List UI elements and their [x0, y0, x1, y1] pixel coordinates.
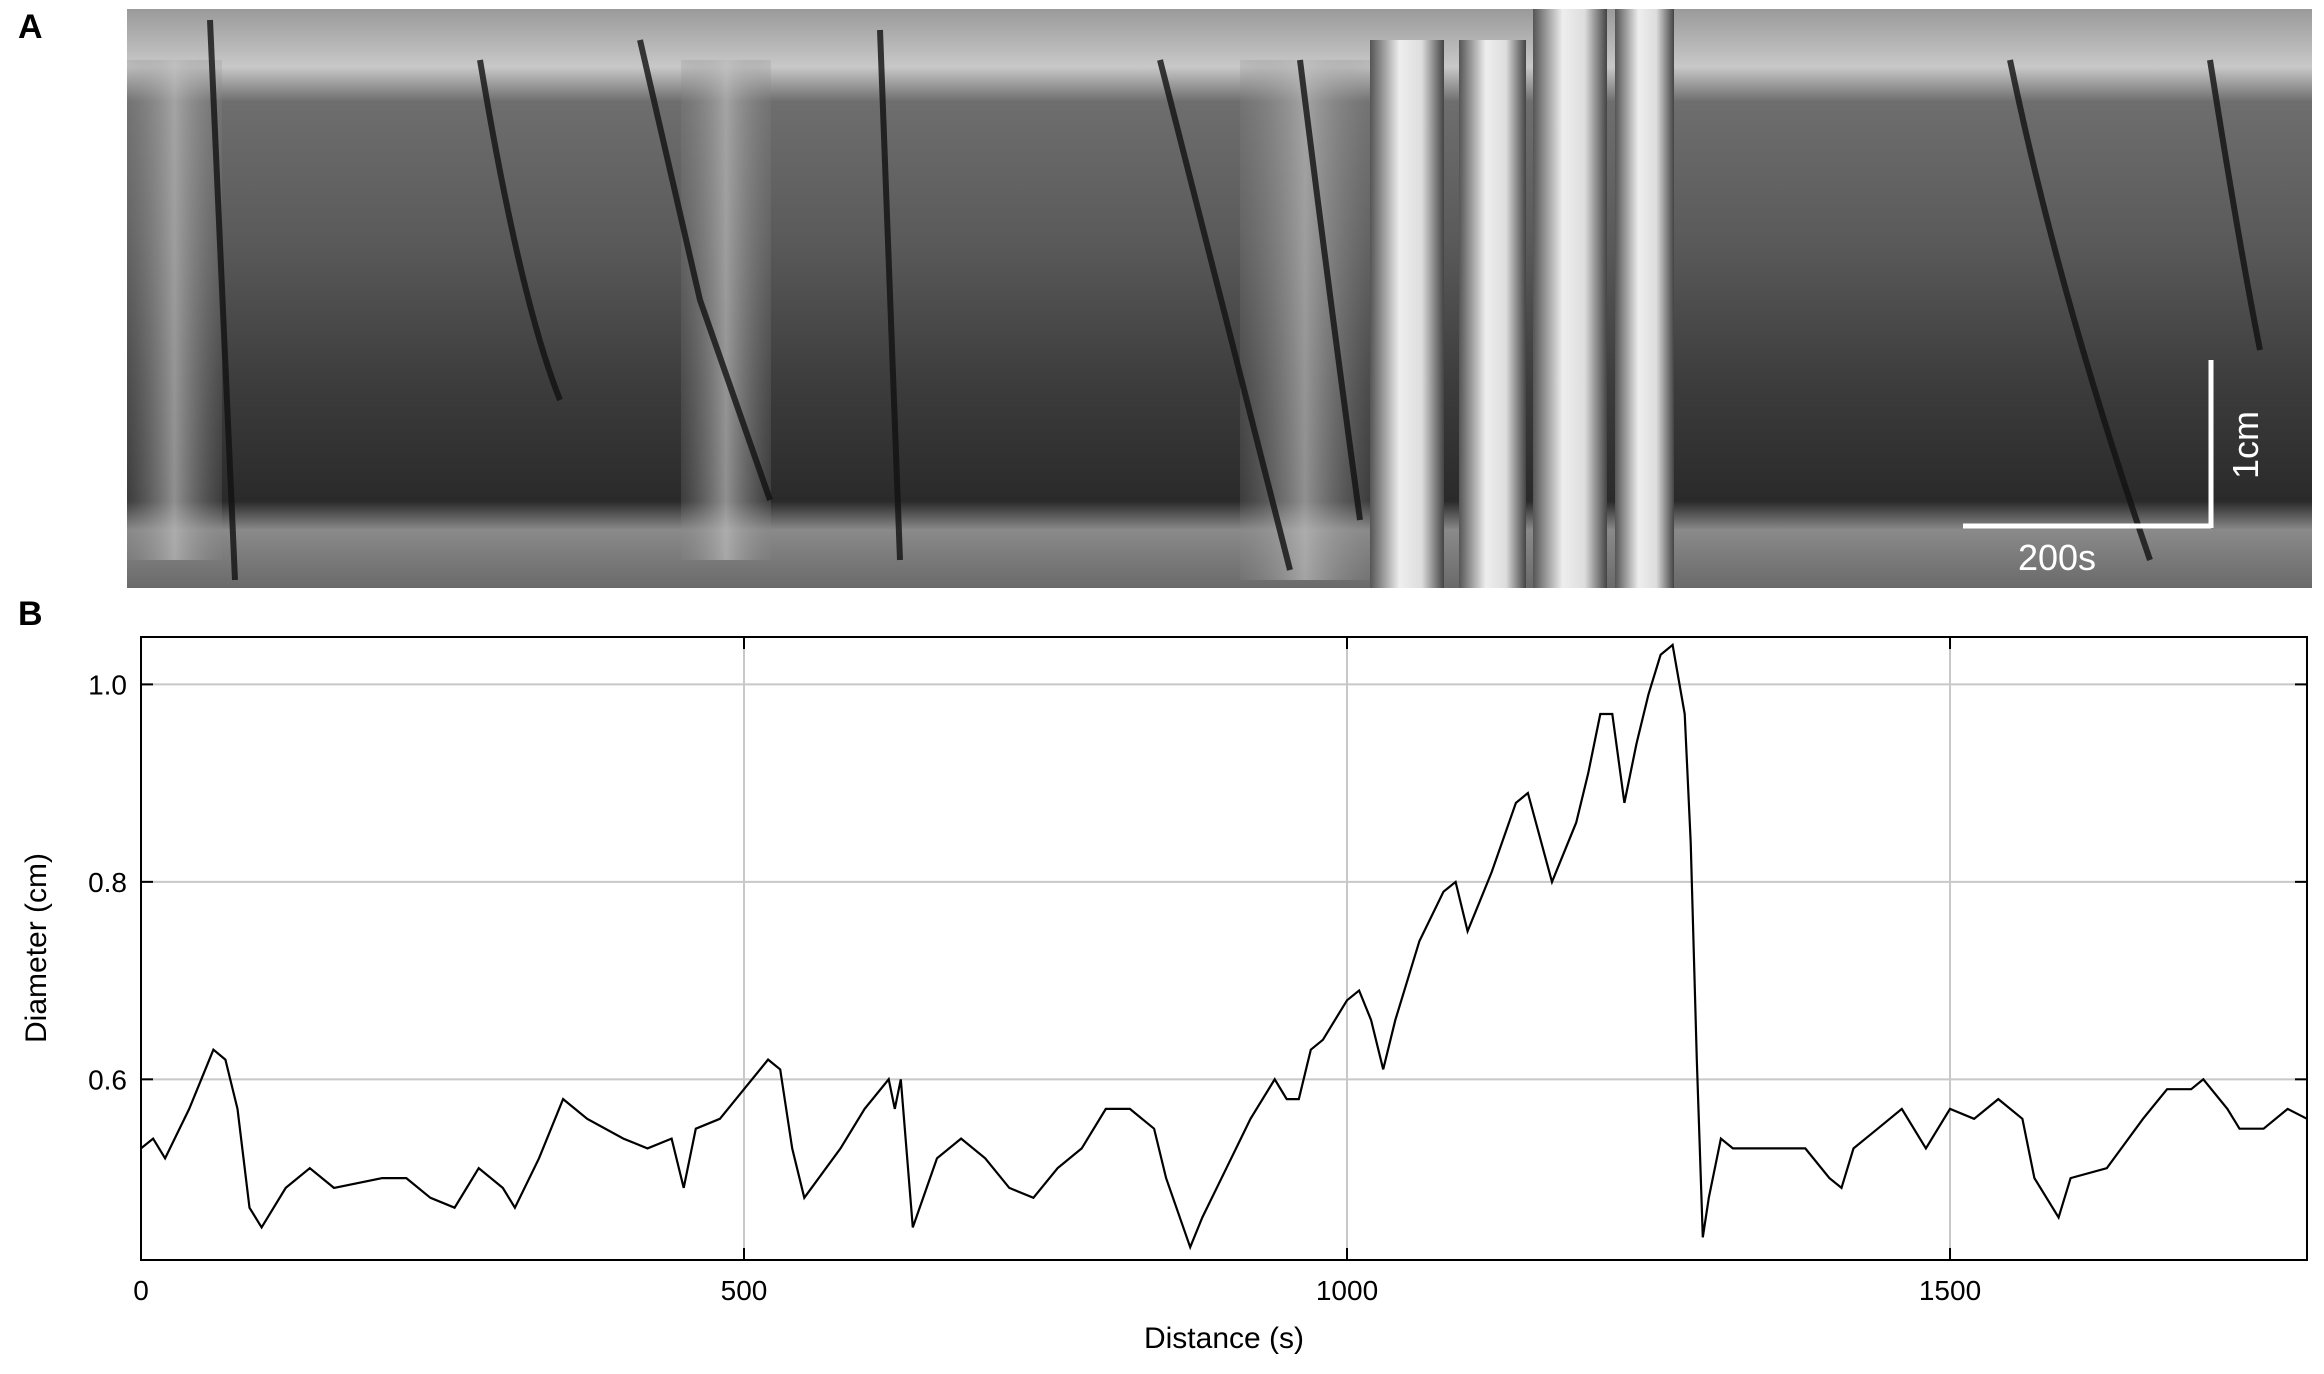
y-tick-label: 0.8	[88, 867, 127, 898]
x-tick-label: 1000	[1316, 1275, 1378, 1306]
y-tick-label: 0.6	[88, 1064, 127, 1095]
scale-y-label: 1cm	[2225, 411, 2266, 479]
x-tick-label: 0	[133, 1275, 149, 1306]
plot-frame	[140, 636, 2308, 1261]
x-tick-label: 1500	[1919, 1275, 1981, 1306]
y-tick-label: 1.0	[88, 669, 127, 700]
x-axis-label: Distance (s)	[1144, 1322, 1304, 1355]
scale-x-label: 200s	[2018, 537, 2096, 578]
panel-label: B	[18, 595, 43, 633]
kymograph: 200s 1cm	[127, 9, 2312, 588]
data-line	[140, 642, 2308, 1251]
y-axis-label: Diameter (cm)	[20, 853, 53, 1043]
x-tick-label: 500	[721, 1275, 768, 1306]
panel-label: A	[18, 8, 43, 46]
